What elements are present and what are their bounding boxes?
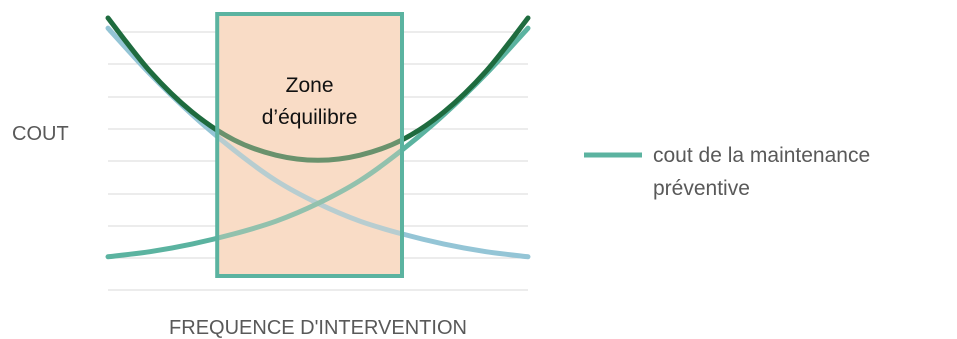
legend: cout de la maintenance préventive (584, 144, 870, 200)
zone-label-line1: Zone (286, 74, 334, 97)
legend-label-line1: cout de la maintenance (653, 144, 870, 167)
equilibrium-zone-overlay (217, 14, 402, 276)
legend-label-line2: préventive (653, 177, 750, 200)
zone-label-line2: d’équilibre (262, 106, 358, 129)
x-axis-label: FREQUENCE D'INTERVENTION (169, 317, 467, 339)
equilibrium-zone-border (215, 12, 404, 278)
series-line-0 (105, 15, 531, 163)
y-axis-label: COUT (12, 123, 69, 145)
series-lines (105, 14, 531, 276)
